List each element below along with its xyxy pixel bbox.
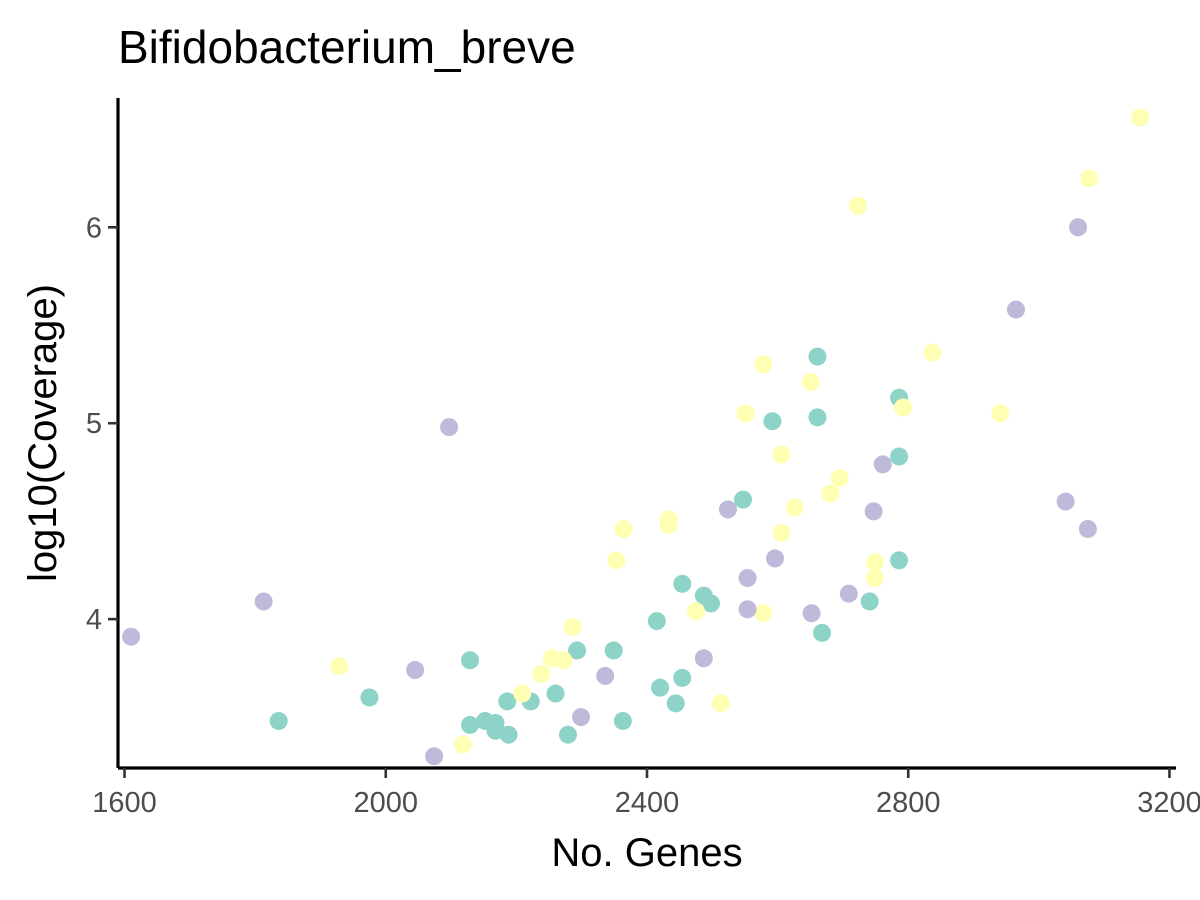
scatter-point	[673, 574, 692, 593]
scatter-point	[1131, 108, 1150, 127]
scatter-point	[647, 612, 666, 631]
scatter-point	[802, 604, 821, 623]
scatter-point	[607, 551, 626, 570]
scatter-point	[613, 711, 632, 730]
scatter-point	[738, 568, 757, 587]
x-tick-label: 2000	[354, 787, 419, 819]
scatter-point	[718, 500, 737, 519]
x-tick-label: 3200	[1137, 787, 1200, 819]
scatter-point	[813, 623, 832, 642]
scatter-point	[486, 713, 505, 732]
scatter-point	[865, 553, 884, 572]
scatter-point	[711, 694, 730, 713]
scatter-point	[558, 725, 577, 744]
scatter-point	[894, 398, 913, 417]
scatter-point	[406, 661, 425, 680]
scatter-point	[532, 664, 551, 683]
scatter-point	[254, 592, 273, 611]
scatter-point	[604, 641, 623, 660]
scatter-point	[572, 708, 591, 727]
x-axis-ticks: 1600 2000 2400 2800 3200	[92, 768, 1200, 819]
scatter-point	[596, 666, 615, 685]
scatter-point	[754, 604, 773, 623]
scatter-point	[991, 404, 1010, 423]
scatter-point	[1056, 492, 1075, 511]
scatter-point	[269, 711, 288, 730]
scatter-point	[554, 651, 573, 670]
scatter-point	[865, 568, 884, 587]
scatter-point	[1078, 519, 1097, 538]
scatter-point	[839, 584, 858, 603]
scatter-point	[666, 694, 685, 713]
scatter-point	[738, 600, 757, 619]
scatter-point	[808, 347, 827, 366]
scatter-point	[736, 404, 755, 423]
scatter-point	[890, 447, 909, 466]
scatter-point	[498, 692, 517, 711]
x-tick-label: 2400	[615, 787, 680, 819]
scatter-point	[890, 551, 909, 570]
scatter-point	[659, 516, 678, 535]
scatter-point	[694, 649, 713, 668]
scatter-point	[461, 715, 480, 734]
scatter-point	[563, 617, 582, 636]
y-tick-label: 6	[86, 212, 102, 244]
scatter-point	[513, 684, 532, 703]
scatter-point	[440, 418, 459, 437]
chart-title: Bifidobacterium_breve	[118, 21, 576, 73]
scatter-point	[873, 455, 892, 474]
scatter-point	[425, 747, 444, 766]
scatter-point	[766, 549, 785, 568]
scatter-point	[772, 523, 791, 542]
scatter-point	[772, 445, 791, 464]
y-axis-ticks: 4 5 6	[86, 212, 118, 636]
scatter-point	[546, 684, 565, 703]
scatter-point	[651, 678, 670, 697]
scatter-point	[1080, 169, 1099, 188]
scatter-point	[860, 592, 879, 611]
scatter-point	[801, 373, 820, 392]
scatter-point	[763, 412, 782, 431]
scatter-point	[499, 725, 518, 744]
scatter-point	[808, 408, 827, 427]
scatter-point	[686, 602, 705, 621]
scatter-point	[785, 498, 804, 517]
y-tick-label: 4	[86, 604, 102, 636]
scatter-point	[702, 594, 721, 613]
scatter-point	[754, 355, 773, 374]
scatter-point	[122, 627, 141, 646]
scatter-point	[821, 484, 840, 503]
scatter-point	[830, 469, 849, 488]
y-axis-title: log10(Coverage)	[21, 284, 65, 582]
scatter-point	[673, 668, 692, 687]
scatter-point	[461, 651, 480, 670]
x-axis-title: No. Genes	[551, 831, 742, 875]
scatter-point	[848, 196, 867, 215]
scatter-point	[453, 735, 472, 754]
scatter-point	[568, 641, 587, 660]
scatter-point	[1006, 300, 1025, 319]
points-layer	[122, 108, 1150, 766]
y-tick-label: 5	[86, 408, 102, 440]
scatter-point	[360, 688, 379, 707]
scatter-point	[864, 502, 883, 521]
scatter-point	[330, 657, 349, 676]
x-tick-label: 2800	[876, 787, 941, 819]
x-tick-label: 1600	[92, 787, 157, 819]
scatter-point	[923, 343, 942, 362]
scatter-point	[734, 490, 753, 509]
scatter-point	[614, 519, 633, 538]
scatter-point	[1069, 218, 1088, 237]
